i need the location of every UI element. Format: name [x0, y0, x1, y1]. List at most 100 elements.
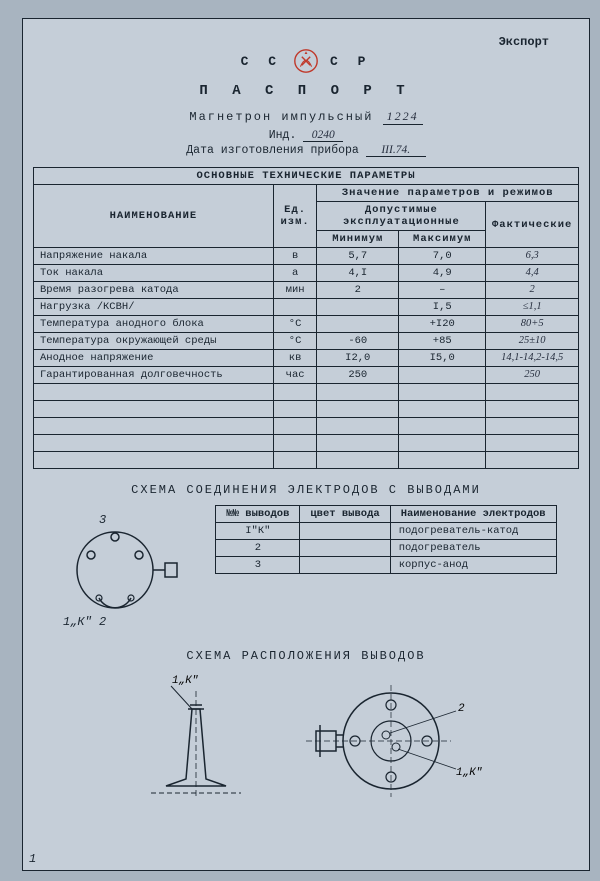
cccp-line: С С С Р — [33, 47, 579, 75]
top-view-diagram: 2 1„К" — [296, 671, 496, 811]
col-allowed: Допустимые эксплуатационные — [317, 202, 486, 231]
cccp-right: С Р — [330, 54, 371, 69]
layout-title: СХЕМА РАСПОЛОЖЕНИЯ ВЫВОДОВ — [33, 649, 579, 663]
table-row: Гарантированная долговечностьчас250250 — [34, 367, 579, 384]
param-actual: 4,4 — [486, 265, 579, 282]
param-max: +I20 — [399, 316, 486, 333]
param-min — [317, 299, 399, 316]
param-min: -60 — [317, 333, 399, 350]
param-unit: час — [273, 367, 317, 384]
param-unit: а — [273, 265, 317, 282]
connection-title: СХЕМА СОЕДИНЕНИЯ ЭЛЕКТРОДОВ С ВЫВОДАМИ — [33, 483, 579, 497]
pin-color — [300, 523, 390, 540]
pin-num: 2 — [216, 540, 300, 557]
svg-text:3: 3 — [99, 513, 106, 527]
params-title: ОСНОВНЫЕ ТЕХНИЧЕСКИЕ ПАРАМЕТРЫ — [34, 168, 579, 185]
param-max: I,5 — [399, 299, 486, 316]
pin-color — [300, 540, 390, 557]
col-max: Максимум — [399, 231, 486, 248]
device-name: Магнетрон импульсный — [189, 110, 373, 124]
param-name: Температура окружающей среды — [34, 333, 274, 350]
param-min: I2,0 — [317, 350, 399, 367]
pin-desc: подогреватель — [390, 540, 556, 557]
param-unit: °С — [273, 316, 317, 333]
soviet-emblem-icon — [292, 47, 320, 75]
param-actual: 14,1-14,2-14,5 — [486, 350, 579, 367]
passport-title: П А С П О Р Т — [33, 83, 579, 99]
col-actual: Фактические — [486, 202, 579, 248]
page-number: 1 — [29, 852, 36, 866]
param-unit: в — [273, 248, 317, 265]
param-name: Температура анодного блока — [34, 316, 274, 333]
ind-line: Инд. 0240 — [33, 129, 579, 142]
mfg-value: III.74. — [366, 144, 426, 157]
param-name: Ток накала — [34, 265, 274, 282]
param-name: Время разогрева катода — [34, 282, 274, 299]
param-name: Напряжение накала — [34, 248, 274, 265]
param-min — [317, 316, 399, 333]
param-unit: °С — [273, 333, 317, 350]
table-row: 2 подогреватель — [216, 540, 556, 557]
mfg-label: Дата изготовления прибора — [186, 144, 359, 157]
pin-layout-diagrams: 1„К" 2 — [33, 671, 579, 811]
col-values: Значение параметров и режимов — [317, 185, 579, 202]
table-row: 3 корпус-анод — [216, 557, 556, 574]
pin-col-num: №№ выводов — [216, 506, 300, 523]
param-name: Нагрузка /КСВН/ — [34, 299, 274, 316]
ind-value: 0240 — [303, 129, 343, 142]
ind-label: Инд. — [269, 129, 297, 142]
mfg-date-line: Дата изготовления прибора III.74. — [33, 144, 579, 157]
svg-text:1„К": 1„К" — [456, 767, 483, 779]
parameters-table: ОСНОВНЫЕ ТЕХНИЧЕСКИЕ ПАРАМЕТРЫ НАИМЕНОВА… — [33, 167, 579, 469]
param-max: I5,0 — [399, 350, 486, 367]
param-unit: мин — [273, 282, 317, 299]
table-row: Ток накалаа4,I4,94,4 — [34, 265, 579, 282]
param-max: – — [399, 282, 486, 299]
document-header: С С С Р П А С П О Р Т Магнетрон импульсн… — [33, 47, 579, 157]
export-label: Экспорт — [499, 35, 549, 49]
param-actual: 2 — [486, 282, 579, 299]
param-actual: 25±10 — [486, 333, 579, 350]
pin-color — [300, 557, 390, 574]
param-min: 2 — [317, 282, 399, 299]
param-unit — [273, 299, 317, 316]
device-model: 1224 — [383, 109, 423, 125]
pin-desc: подогреватель-катод — [390, 523, 556, 540]
svg-text:2: 2 — [458, 703, 465, 715]
param-max — [399, 367, 486, 384]
param-min: 250 — [317, 367, 399, 384]
table-row: Анодное напряжениеквI2,0I5,014,1-14,2-14… — [34, 350, 579, 367]
param-actual: ≤1,1 — [486, 299, 579, 316]
col-name: НАИМЕНОВАНИЕ — [34, 185, 274, 248]
param-max: 7,0 — [399, 248, 486, 265]
table-row: Время разогрева катодамин2–2 — [34, 282, 579, 299]
side-view-diagram: 1„К" — [116, 671, 266, 801]
param-actual: 250 — [486, 367, 579, 384]
param-max: +85 — [399, 333, 486, 350]
pin-num: I"К" — [216, 523, 300, 540]
svg-text:1„К" 2: 1„К" 2 — [63, 615, 106, 629]
table-row: Температура анодного блока°С +I2080+5 — [34, 316, 579, 333]
table-row: Температура окружающей среды°С-60+8525±1… — [34, 333, 579, 350]
pin-table: №№ выводов цвет вывода Наименование элек… — [215, 505, 556, 574]
param-unit: кв — [273, 350, 317, 367]
table-row: I"К" подогреватель-катод — [216, 523, 556, 540]
param-actual: 80+5 — [486, 316, 579, 333]
param-name: Анодное напряжение — [34, 350, 274, 367]
pin-col-desc: Наименование электродов — [390, 506, 556, 523]
col-min: Минимум — [317, 231, 399, 248]
param-min: 5,7 — [317, 248, 399, 265]
pin-desc: корпус-анод — [390, 557, 556, 574]
col-unit: Ед. изм. — [273, 185, 317, 248]
table-row: Напряжение накалав5,77,06,3 — [34, 248, 579, 265]
svg-text:1„К": 1„К" — [172, 675, 199, 687]
electrode-diagram: 3 1„К" 2 — [55, 505, 195, 635]
pin-col-color: цвет вывода — [300, 506, 390, 523]
cccp-left: С С — [241, 54, 282, 69]
table-row: Нагрузка /КСВН/I,5≤1,1 — [34, 299, 579, 316]
device-name-line: Магнетрон импульсный 1224 — [33, 109, 579, 125]
param-max: 4,9 — [399, 265, 486, 282]
param-actual: 6,3 — [486, 248, 579, 265]
pin-num: 3 — [216, 557, 300, 574]
param-min: 4,I — [317, 265, 399, 282]
